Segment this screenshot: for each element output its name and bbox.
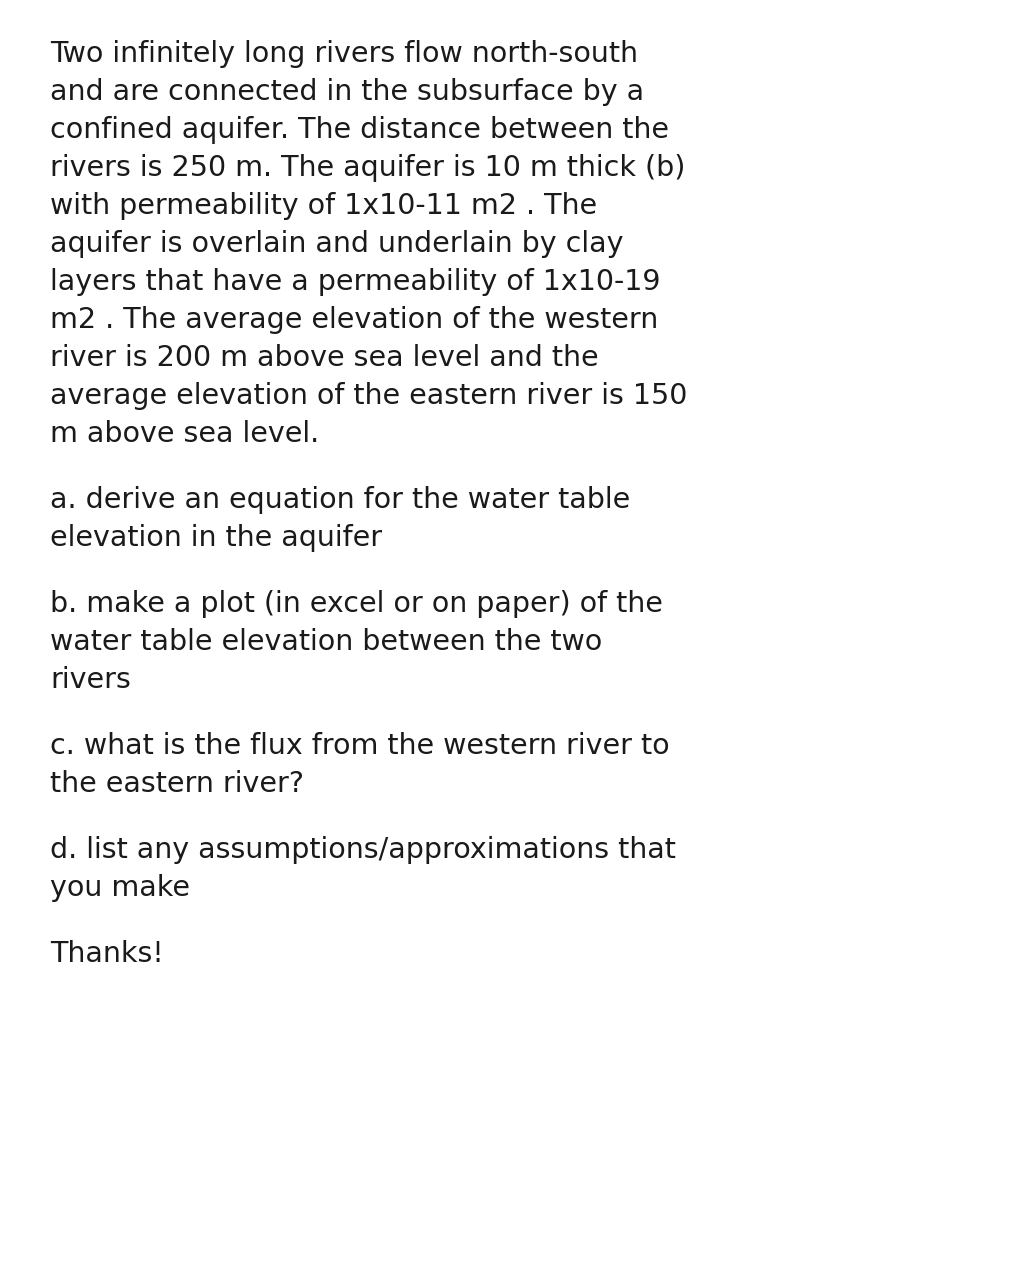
Text: m above sea level.: m above sea level. xyxy=(50,420,319,448)
Text: and are connected in the subsurface by a: and are connected in the subsurface by a xyxy=(50,78,644,106)
Text: a. derive an equation for the water table: a. derive an equation for the water tabl… xyxy=(50,486,630,515)
Text: with permeability of 1x10-11 m2 . The: with permeability of 1x10-11 m2 . The xyxy=(50,192,598,220)
Text: b. make a plot (in excel or on paper) of the: b. make a plot (in excel or on paper) of… xyxy=(50,590,663,618)
Text: river is 200 m above sea level and the: river is 200 m above sea level and the xyxy=(50,344,599,372)
Text: c. what is the flux from the western river to: c. what is the flux from the western riv… xyxy=(50,732,669,760)
Text: you make: you make xyxy=(50,874,190,902)
Text: d. list any assumptions/approximations that: d. list any assumptions/approximations t… xyxy=(50,836,675,864)
Text: rivers: rivers xyxy=(50,666,131,694)
Text: water table elevation between the two: water table elevation between the two xyxy=(50,628,603,655)
Text: average elevation of the eastern river is 150: average elevation of the eastern river i… xyxy=(50,381,688,410)
Text: layers that have a permeability of 1x10-19: layers that have a permeability of 1x10-… xyxy=(50,268,660,296)
Text: m2 . The average elevation of the western: m2 . The average elevation of the wester… xyxy=(50,306,658,334)
Text: the eastern river?: the eastern river? xyxy=(50,771,304,797)
Text: Thanks!: Thanks! xyxy=(50,940,164,968)
Text: elevation in the aquifer: elevation in the aquifer xyxy=(50,524,382,552)
Text: aquifer is overlain and underlain by clay: aquifer is overlain and underlain by cla… xyxy=(50,230,623,259)
Text: rivers is 250 m. The aquifer is 10 m thick (b): rivers is 250 m. The aquifer is 10 m thi… xyxy=(50,154,686,182)
Text: confined aquifer. The distance between the: confined aquifer. The distance between t… xyxy=(50,116,669,143)
Text: Two infinitely long rivers flow north-south: Two infinitely long rivers flow north-so… xyxy=(50,40,638,68)
